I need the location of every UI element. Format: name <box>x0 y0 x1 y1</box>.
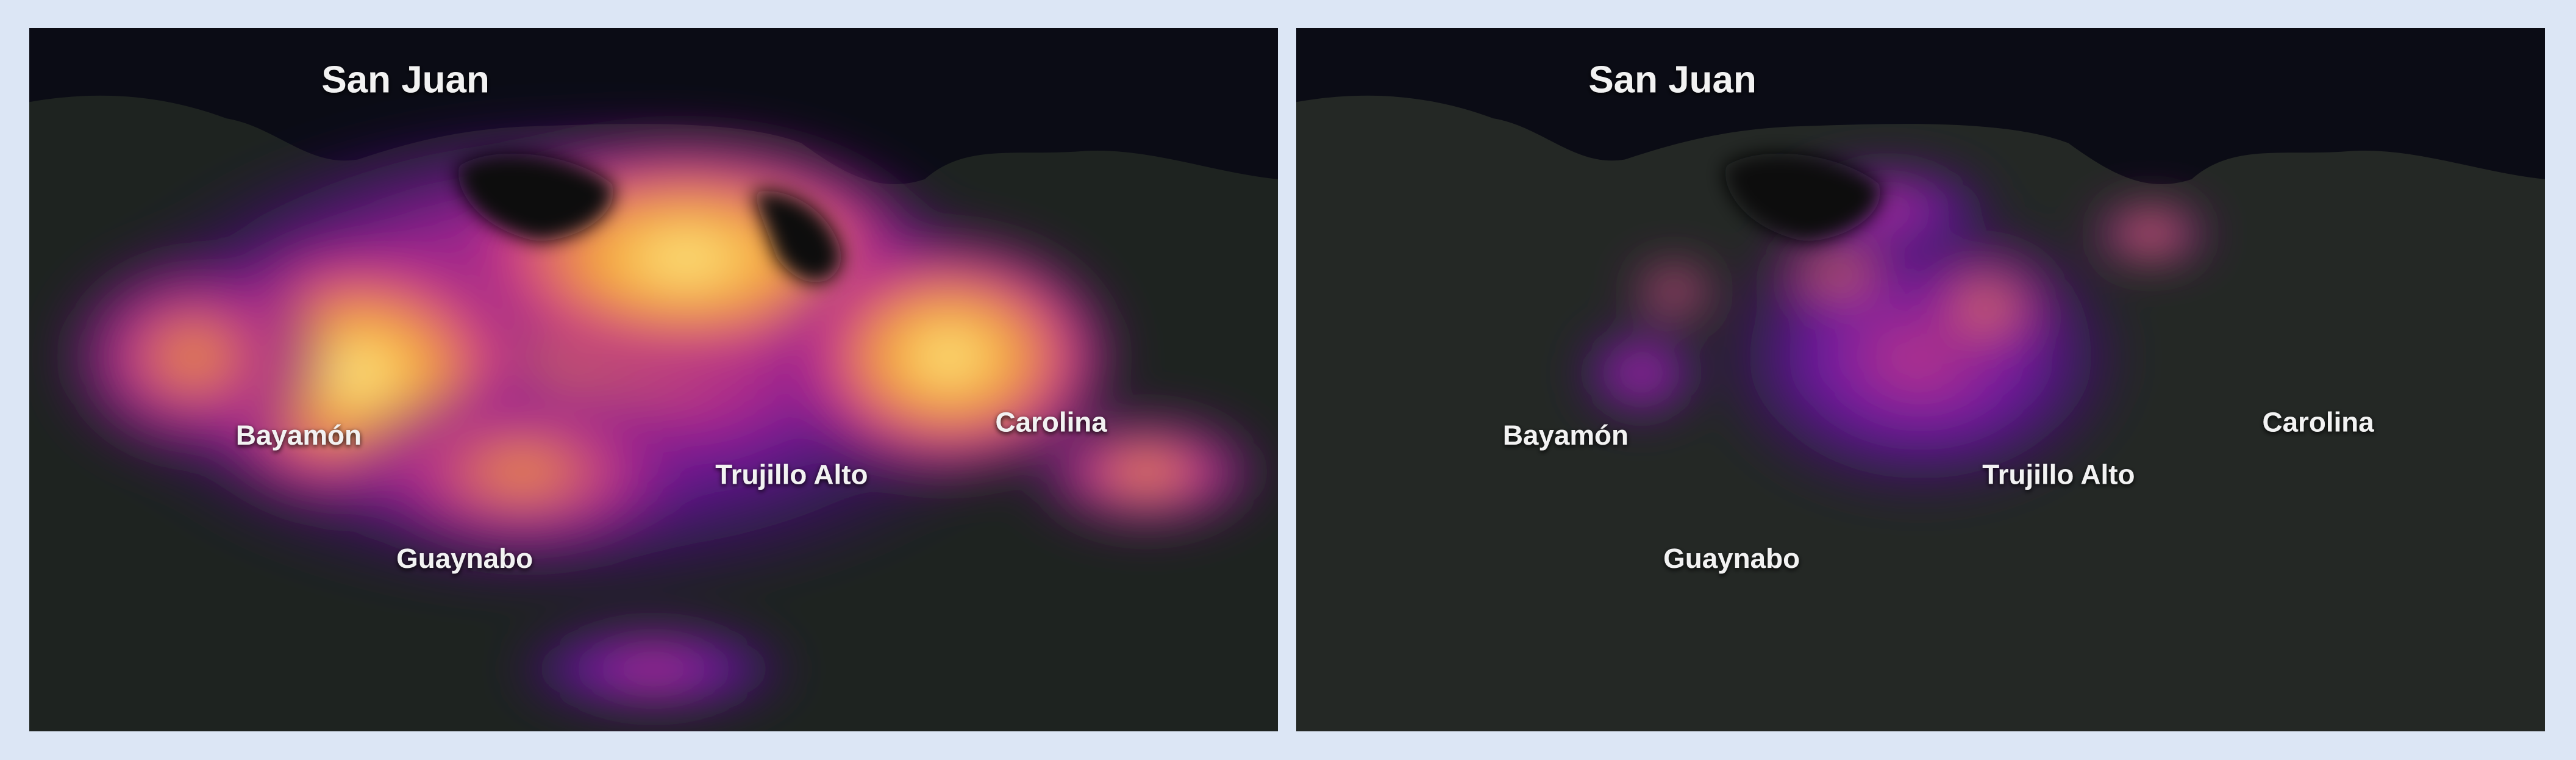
map-panel: San Juan Bayamón Guaynabo Trujillo Alto … <box>1296 28 2545 731</box>
city-label: San Juan <box>1588 59 1756 101</box>
city-label: Carolina <box>995 406 1107 437</box>
city-label: Trujillo Alto <box>715 459 868 490</box>
city-label: Guaynabo <box>1663 543 1800 574</box>
city-label: San Juan <box>321 59 489 101</box>
city-label: Trujillo Alto <box>1982 459 2135 490</box>
city-label: Bayamón <box>1503 420 1629 451</box>
map-panel: San Juan Bayamón Guaynabo Trujillo Alto … <box>29 28 1278 731</box>
city-label: Carolina <box>2262 406 2374 437</box>
city-label: Bayamón <box>236 420 362 451</box>
city-label: Guaynabo <box>396 543 533 574</box>
